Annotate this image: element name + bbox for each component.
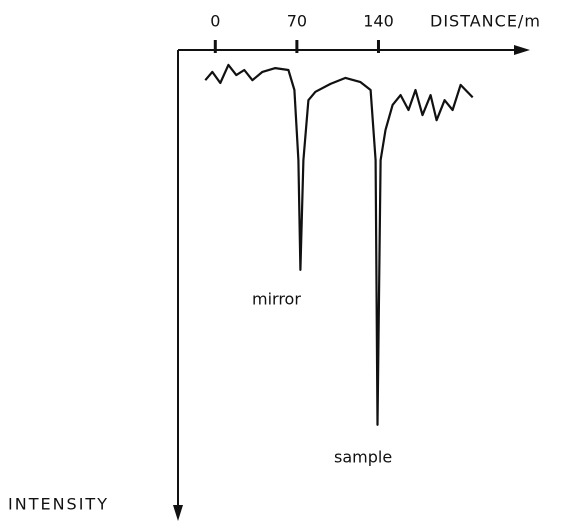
trace bbox=[204, 63, 474, 426]
x-tick-label: 140 bbox=[363, 12, 394, 31]
y-axis-arrow bbox=[173, 505, 183, 521]
annotation: mirror bbox=[252, 290, 301, 309]
x-axis-arrow bbox=[514, 45, 530, 55]
x-tick-label: 0 bbox=[210, 12, 220, 31]
x-axis-label: DISTANCE/m bbox=[430, 12, 541, 31]
annotation: sample bbox=[334, 448, 392, 467]
x-tick-label: 70 bbox=[287, 12, 307, 31]
y-axis-label: INTENSITY bbox=[8, 495, 109, 514]
